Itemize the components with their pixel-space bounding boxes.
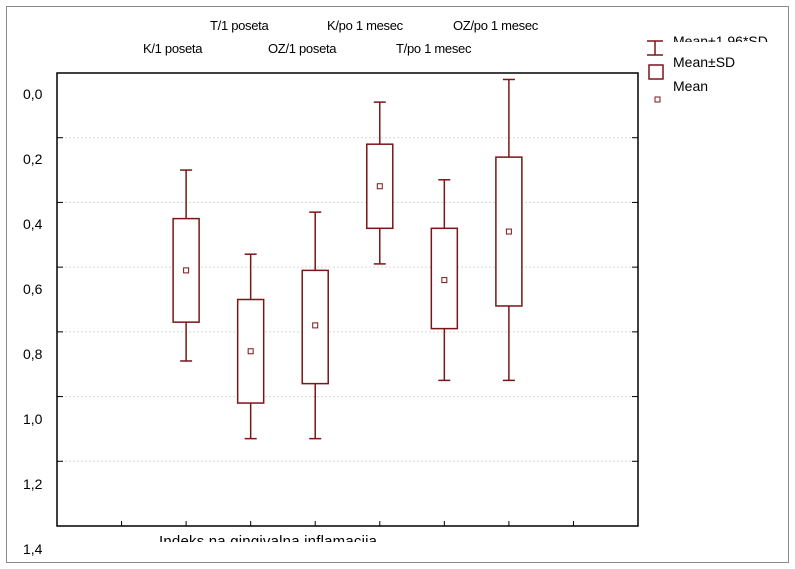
y-tick-label: 1,0 xyxy=(23,411,43,427)
legend-symbols xyxy=(647,40,664,103)
category-label-t-1-poseta: T/1 poseta xyxy=(210,18,269,33)
category-label-k-po-1-mesec: K/po 1 mesec xyxy=(327,18,403,33)
x-axis-label: Indeks na gingivalna inflamacija xyxy=(159,533,378,542)
mean-point xyxy=(183,267,190,274)
mean-point xyxy=(376,183,383,190)
legend-mean-symbol xyxy=(654,96,661,103)
mean-point xyxy=(312,322,319,329)
legend: Mean±1,96*SD Mean±SD Mean xyxy=(645,33,791,114)
plot-area xyxy=(57,73,638,526)
legend-label-mean: Mean xyxy=(673,78,709,94)
y-tick-label: 0,8 xyxy=(23,346,43,362)
mean-point xyxy=(441,277,448,284)
y-tick-label: 0,6 xyxy=(23,281,43,297)
category-label-k-1-poseta: K/1 poseta xyxy=(143,41,203,56)
y-tick-label: 1,4 xyxy=(23,541,43,557)
legend-box-symbol xyxy=(648,64,664,80)
y-tick-label: 0,4 xyxy=(23,216,43,232)
y-tick-label: 0,0 xyxy=(23,86,43,102)
category-label-oz-1-poseta: OZ/1 poseta xyxy=(268,41,337,56)
plot-border xyxy=(56,72,639,527)
mean-point xyxy=(505,228,512,235)
mean-point xyxy=(247,348,254,355)
category-label-oz-po-1-mesec: OZ/po 1 mesec xyxy=(453,18,538,33)
y-tick-label: 0,2 xyxy=(23,151,43,167)
y-tick-label: 1,2 xyxy=(23,476,43,492)
legend-label-ci: Mean±1,96*SD xyxy=(673,33,768,42)
category-label-t-po-1-mesec: T/po 1 mesec xyxy=(396,41,472,56)
legend-label-sd: Mean±SD xyxy=(673,54,736,70)
